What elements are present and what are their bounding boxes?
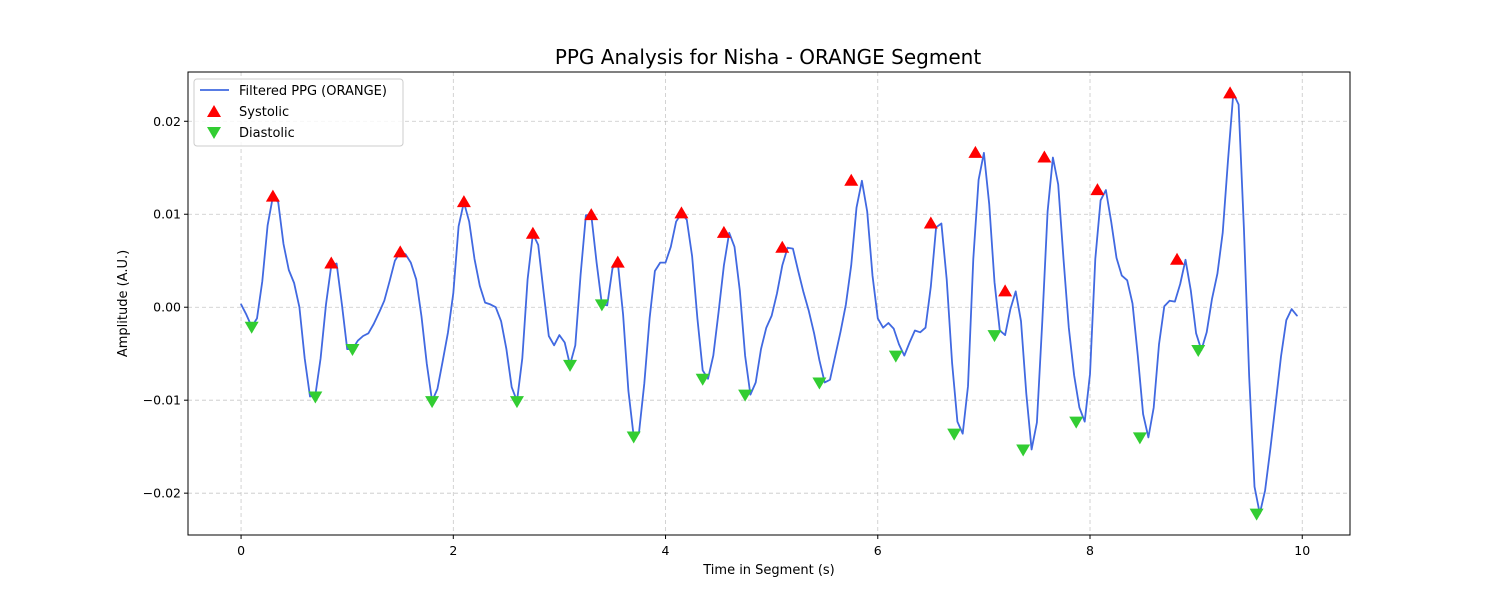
diastolic-marker bbox=[1249, 508, 1264, 521]
diastolic-marker bbox=[695, 373, 710, 386]
legend-systolic-swatch bbox=[207, 105, 221, 117]
y-axis-ticks: −0.02 −0.01 0.00 0.01 0.02 bbox=[143, 114, 188, 501]
systolic-marker bbox=[324, 256, 339, 269]
diastolic-marker bbox=[594, 299, 609, 312]
systolic-marker bbox=[525, 226, 540, 239]
legend: Filtered PPG (ORANGE) Systolic Diastolic bbox=[193, 78, 404, 147]
diastolic-marker bbox=[812, 377, 827, 390]
markers bbox=[244, 86, 1264, 521]
diastolic-marker bbox=[425, 396, 440, 409]
legend-label-systolic: Systolic bbox=[239, 105, 289, 120]
systolic-marker bbox=[1090, 183, 1105, 196]
x-axis-ticks: 0 2 4 6 8 10 bbox=[237, 535, 1310, 558]
diastolic-marker bbox=[509, 396, 524, 409]
x-axis-label: Time in Segment (s) bbox=[702, 563, 834, 578]
plot-area bbox=[240, 92, 1298, 515]
systolic-marker bbox=[923, 216, 938, 229]
systolic-marker bbox=[456, 195, 471, 208]
diastolic-marker bbox=[1016, 444, 1031, 457]
diastolic-marker bbox=[947, 428, 962, 441]
x-tick-label: 2 bbox=[449, 543, 457, 558]
systolic-marker bbox=[674, 206, 689, 219]
diastolic-marker bbox=[1132, 432, 1147, 445]
y-tick-label: −0.01 bbox=[143, 393, 181, 408]
x-tick-label: 0 bbox=[237, 543, 245, 558]
diastolic-marker bbox=[738, 389, 753, 402]
diastolic-marker bbox=[987, 330, 1002, 343]
legend-diastolic-swatch bbox=[207, 127, 221, 139]
x-tick-label: 10 bbox=[1294, 543, 1310, 558]
chart-title: PPG Analysis for Nisha - ORANGE Segment bbox=[555, 45, 982, 69]
x-tick-label: 4 bbox=[662, 543, 670, 558]
diastolic-marker bbox=[1069, 416, 1084, 429]
systolic-marker bbox=[1170, 252, 1185, 265]
y-tick-label: 0.00 bbox=[153, 300, 181, 315]
legend-label-diastolic: Diastolic bbox=[239, 126, 295, 141]
systolic-marker bbox=[844, 173, 859, 186]
systolic-marker bbox=[775, 240, 790, 253]
grid bbox=[188, 72, 1350, 535]
systolic-marker bbox=[610, 255, 625, 268]
diastolic-marker bbox=[1191, 344, 1206, 357]
plot-frame bbox=[187, 71, 1351, 536]
systolic-marker bbox=[393, 245, 408, 258]
systolic-marker bbox=[968, 145, 983, 158]
systolic-marker bbox=[716, 225, 731, 238]
diastolic-marker bbox=[244, 321, 259, 334]
systolic-marker bbox=[584, 208, 599, 221]
systolic-marker bbox=[998, 284, 1013, 297]
y-axis-label: Amplitude (A.U.) bbox=[116, 250, 131, 357]
x-tick-label: 6 bbox=[874, 543, 882, 558]
y-tick-label: 0.01 bbox=[153, 207, 181, 222]
y-tick-label: 0.02 bbox=[153, 114, 181, 129]
legend-label-filtered-ppg: Filtered PPG (ORANGE) bbox=[239, 84, 387, 99]
ppg-series-line bbox=[240, 92, 1298, 515]
diastolic-marker bbox=[626, 431, 641, 444]
diastolic-marker bbox=[888, 350, 903, 363]
systolic-marker bbox=[1223, 86, 1238, 99]
systolic-marker bbox=[265, 189, 280, 202]
diastolic-marker bbox=[345, 344, 360, 357]
systolic-marker bbox=[1037, 150, 1052, 163]
x-tick-label: 8 bbox=[1086, 543, 1094, 558]
y-tick-label: −0.02 bbox=[143, 486, 181, 501]
diastolic-marker bbox=[563, 359, 578, 372]
legend-box bbox=[193, 78, 404, 147]
diastolic-marker bbox=[308, 391, 323, 404]
